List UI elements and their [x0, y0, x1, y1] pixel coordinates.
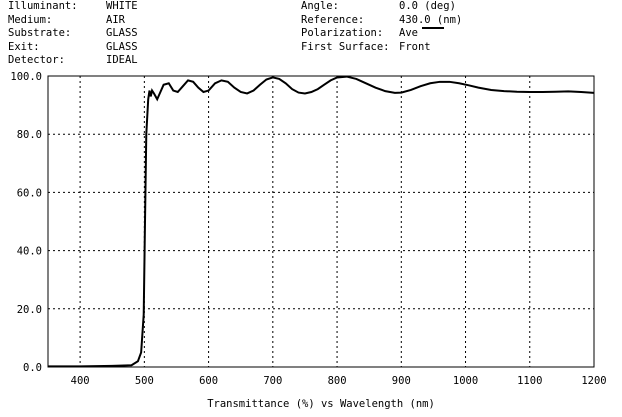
header-right-row: Polarization: Ave	[301, 27, 462, 41]
y-tick-label: 60.0	[17, 187, 42, 199]
x-tick-label: 800	[328, 375, 347, 387]
header-right-key: Angle:	[301, 0, 339, 12]
transmittance-curve	[48, 75, 595, 368]
header-left-value: AIR	[106, 13, 125, 26]
header-right-row: Reference: 430.0 (nm)	[301, 14, 462, 28]
y-tick-label: 0.0	[23, 362, 42, 374]
plot-border	[47, 75, 595, 368]
header-right-row: First Surface: Front	[301, 41, 462, 55]
header-right-key: Reference:	[301, 13, 365, 26]
legend-line-icon	[421, 27, 444, 30]
y-axis-ticks: 0.0 20.0 40.0 60.0 80.0 100.0	[10, 71, 42, 374]
y-tick-label: 80.0	[17, 129, 42, 141]
header-left: Illuminant: WHITE Medium: AIR Substrate: GLAS…	[8, 0, 138, 68]
header-right-key: Polarization:	[301, 27, 384, 40]
x-tick-label: 600	[199, 375, 218, 387]
header-left-key: Medium:	[8, 13, 53, 26]
header-left-key: Exit:	[8, 40, 40, 53]
header-left-row: Exit: GLASS	[8, 41, 138, 55]
y-tick-label: 20.0	[17, 304, 42, 316]
header-right-value: 430.0 (nm)	[399, 13, 463, 26]
x-tick-label: 700	[263, 375, 282, 387]
y-tick-label: 100.0	[10, 71, 42, 83]
header-right-value: Ave	[399, 27, 418, 40]
x-axis-ticks: 400 500 600 700 800 900 1000 1100 1200	[71, 375, 607, 387]
x-tick-label: 1100	[517, 375, 542, 387]
header-left-key: Detector:	[8, 54, 65, 67]
x-tick-label: 900	[392, 375, 411, 387]
header-left-value: GLASS	[106, 27, 138, 40]
x-axis-label: Transmittance (%) vs Wavelength (nm)	[207, 398, 435, 410]
y-tick-label: 40.0	[17, 246, 42, 258]
x-tick-label: 400	[71, 375, 90, 387]
plot-frame	[47, 75, 595, 368]
header-right-value: Front	[399, 40, 431, 53]
x-tick-label: 1200	[581, 375, 606, 387]
x-tick-label: 500	[135, 375, 154, 387]
header-left-row: Illuminant: WHITE	[8, 0, 138, 14]
header-left-key: Illuminant:	[8, 0, 78, 12]
header-left-value: WHITE	[106, 0, 138, 12]
x-tick-label: 1000	[453, 375, 478, 387]
header-left-row: Medium: AIR	[8, 14, 138, 28]
header-right-row: Angle: 0.0 (deg)	[301, 0, 462, 14]
grid	[48, 76, 594, 367]
header-right-key: First Surface:	[301, 40, 390, 53]
header-right-value: 0.0 (deg)	[399, 0, 456, 12]
header-left-value: IDEAL	[106, 54, 138, 67]
header-right: Angle: 0.0 (deg) Reference: 430.0 (nm) Polar…	[301, 0, 462, 54]
header-left-value: GLASS	[106, 40, 138, 53]
header-left-row: Detector: IDEAL	[8, 54, 138, 68]
header-left-key: Substrate:	[8, 27, 72, 40]
header-left-row: Substrate: GLASS	[8, 27, 138, 41]
